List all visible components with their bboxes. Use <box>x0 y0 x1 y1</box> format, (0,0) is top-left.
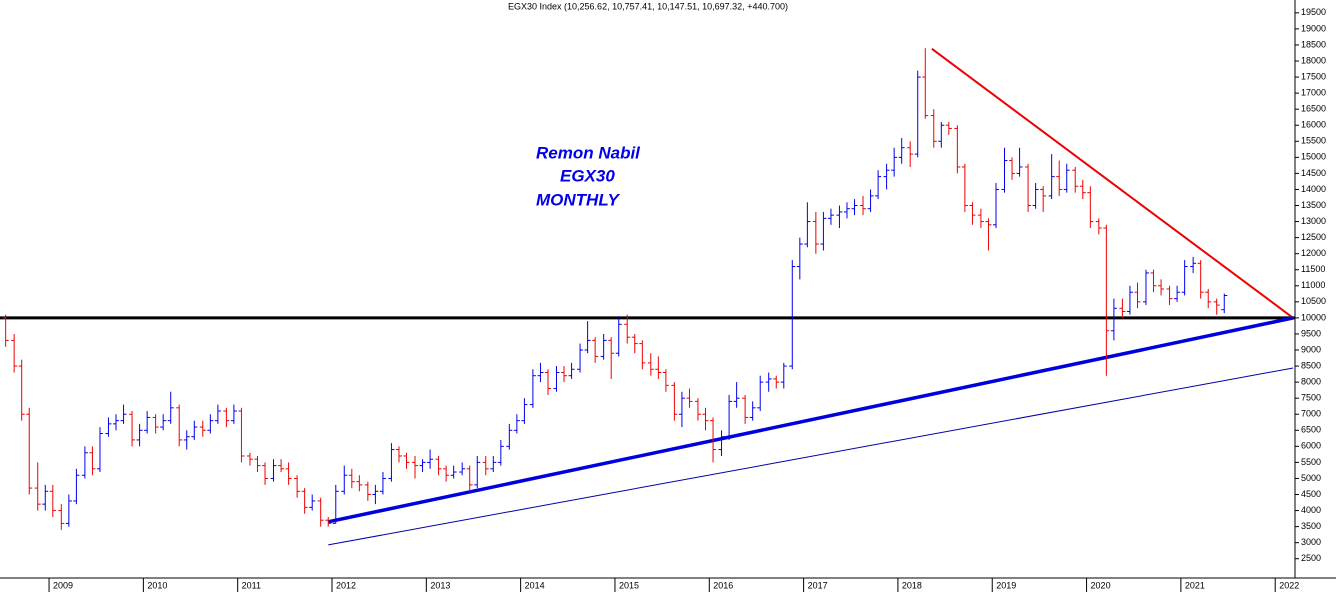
chart-title: EGX30 Index (10,256.62, 10,757.41, 10,14… <box>508 1 788 11</box>
y-tick-label: 5000 <box>1301 473 1321 483</box>
x-tick-label: 2016 <box>713 580 733 590</box>
y-tick-label: 8500 <box>1301 360 1321 370</box>
y-tick-label: 4000 <box>1301 505 1321 515</box>
x-tick-label: 2022 <box>1279 580 1299 590</box>
y-tick-label: 9500 <box>1301 328 1321 338</box>
y-tick-label: 12000 <box>1301 248 1326 258</box>
x-tick-label: 2020 <box>1091 580 1111 590</box>
y-tick-label: 18500 <box>1301 39 1326 49</box>
trend-line <box>931 48 1294 319</box>
y-tick-label: 9000 <box>1301 344 1321 354</box>
y-tick-label: 19500 <box>1301 7 1326 17</box>
y-tick-label: 19000 <box>1301 23 1326 33</box>
y-tick-label: 7000 <box>1301 409 1321 419</box>
y-tick-label: 6000 <box>1301 441 1321 451</box>
x-tick-label: 2013 <box>430 580 450 590</box>
x-tick-label: 2017 <box>808 580 828 590</box>
y-tick-label: 11000 <box>1301 280 1325 290</box>
x-tick-label: 2012 <box>336 580 356 590</box>
y-tick-label: 8000 <box>1301 376 1321 386</box>
trend-line <box>328 367 1294 546</box>
trend-line <box>327 316 1294 524</box>
y-tick-label: 3500 <box>1301 521 1321 531</box>
y-tick-label: 12500 <box>1301 232 1326 242</box>
y-tick-label: 3000 <box>1301 537 1321 547</box>
y-tick-label: 10500 <box>1301 296 1326 306</box>
y-tick-label: 14000 <box>1301 184 1326 194</box>
x-tick-label: 2021 <box>1185 580 1205 590</box>
annotation: MONTHLY <box>536 190 620 209</box>
annotation: EGX30 <box>560 166 615 185</box>
annotation: Remon Nabil <box>536 143 641 162</box>
y-tick-label: 13000 <box>1301 216 1326 226</box>
y-tick-label: 10000 <box>1301 312 1326 322</box>
y-tick-label: 13500 <box>1301 200 1326 210</box>
y-tick-label: 4500 <box>1301 489 1321 499</box>
y-tick-label: 2500 <box>1301 553 1321 563</box>
y-tick-label: 11500 <box>1301 264 1325 274</box>
y-tick-label: 15500 <box>1301 136 1326 146</box>
y-tick-label: 16500 <box>1301 104 1326 114</box>
y-tick-label: 6500 <box>1301 425 1321 435</box>
y-tick-label: 17500 <box>1301 71 1326 81</box>
y-tick-label: 7500 <box>1301 393 1321 403</box>
y-tick-label: 18000 <box>1301 55 1326 65</box>
y-tick-label: 5500 <box>1301 457 1321 467</box>
x-tick-label: 2009 <box>53 580 73 590</box>
x-tick-label: 2010 <box>147 580 167 590</box>
y-tick-label: 16000 <box>1301 120 1326 130</box>
x-tick-label: 2015 <box>619 580 639 590</box>
x-tick-label: 2011 <box>242 580 261 590</box>
y-tick-label: 17000 <box>1301 87 1326 97</box>
y-tick-label: 14500 <box>1301 168 1326 178</box>
x-tick-label: 2018 <box>902 580 922 590</box>
x-tick-label: 2019 <box>996 580 1016 590</box>
x-tick-label: 2014 <box>525 580 545 590</box>
y-tick-label: 15000 <box>1301 152 1326 162</box>
